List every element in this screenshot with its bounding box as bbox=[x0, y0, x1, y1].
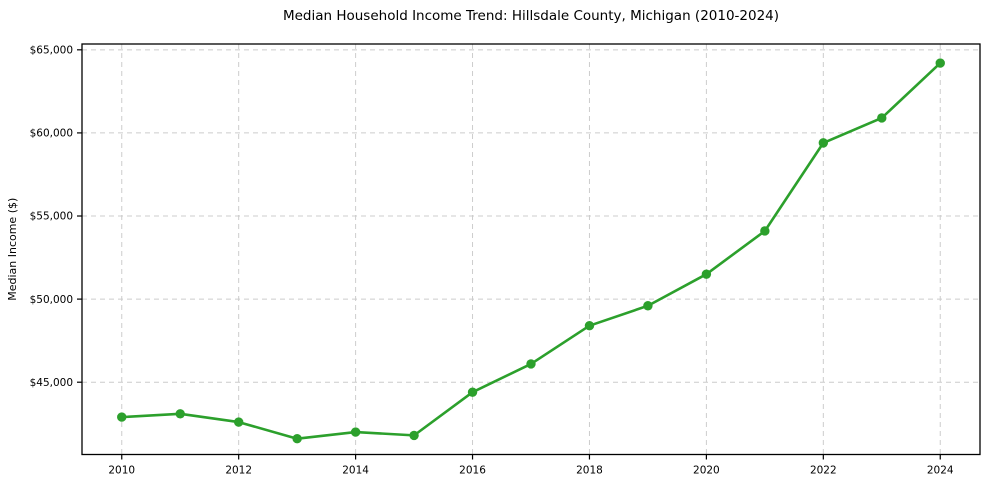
x-tick-labels: 2010 2012 2014 2016 2018 2020 2022 2024 bbox=[108, 465, 954, 477]
gridlines bbox=[82, 44, 980, 455]
x-tick-label: 2020 bbox=[693, 465, 720, 477]
data-points bbox=[117, 58, 945, 444]
x-tick-label: 2010 bbox=[108, 465, 135, 477]
data-point bbox=[175, 409, 185, 419]
data-point bbox=[117, 412, 127, 422]
data-point bbox=[409, 430, 419, 441]
data-point bbox=[935, 58, 945, 68]
data-point bbox=[701, 269, 712, 279]
chart-title: Median Household Income Trend: Hillsdale… bbox=[282, 8, 780, 24]
data-point bbox=[877, 113, 887, 123]
x-tick-label: 2022 bbox=[810, 465, 837, 477]
y-tick-label: $50,000 bbox=[30, 294, 73, 306]
data-point bbox=[292, 434, 302, 444]
tick-marks bbox=[77, 49, 941, 460]
x-tick-label: 2014 bbox=[342, 465, 369, 477]
y-tick-label: $60,000 bbox=[30, 128, 73, 140]
y-tick-labels: $45,000 $50,000 $55,000 $60,000 $65,000 bbox=[30, 44, 73, 388]
y-axis-label: Median Income ($) bbox=[6, 198, 19, 301]
y-tick-label: $45,000 bbox=[30, 377, 73, 389]
data-point bbox=[467, 387, 478, 397]
x-tick-label: 2012 bbox=[225, 465, 252, 477]
data-point bbox=[818, 138, 829, 148]
data-point bbox=[350, 427, 361, 437]
plot-area bbox=[82, 44, 980, 455]
data-point bbox=[584, 320, 595, 331]
data-point bbox=[643, 301, 653, 311]
x-tick-label: 2018 bbox=[576, 465, 603, 477]
data-point bbox=[760, 226, 770, 236]
data-point bbox=[526, 359, 536, 369]
data-point bbox=[233, 417, 244, 427]
x-tick-label: 2024 bbox=[927, 465, 954, 477]
y-tick-label: $65,000 bbox=[30, 44, 73, 56]
x-tick-label: 2016 bbox=[459, 465, 486, 477]
y-tick-label: $55,000 bbox=[30, 211, 73, 223]
axes-border bbox=[81, 43, 981, 456]
